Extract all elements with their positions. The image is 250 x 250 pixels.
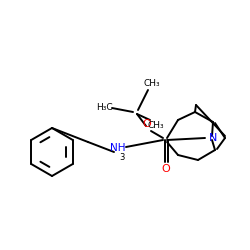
Text: H₃C: H₃C	[96, 104, 112, 112]
Text: CH₃: CH₃	[144, 78, 160, 88]
Text: NH: NH	[110, 143, 126, 153]
Text: O: O	[162, 164, 170, 174]
Text: O: O	[142, 119, 152, 129]
Text: 3: 3	[119, 154, 125, 162]
Text: N: N	[209, 133, 217, 143]
Text: CH₃: CH₃	[148, 122, 164, 130]
